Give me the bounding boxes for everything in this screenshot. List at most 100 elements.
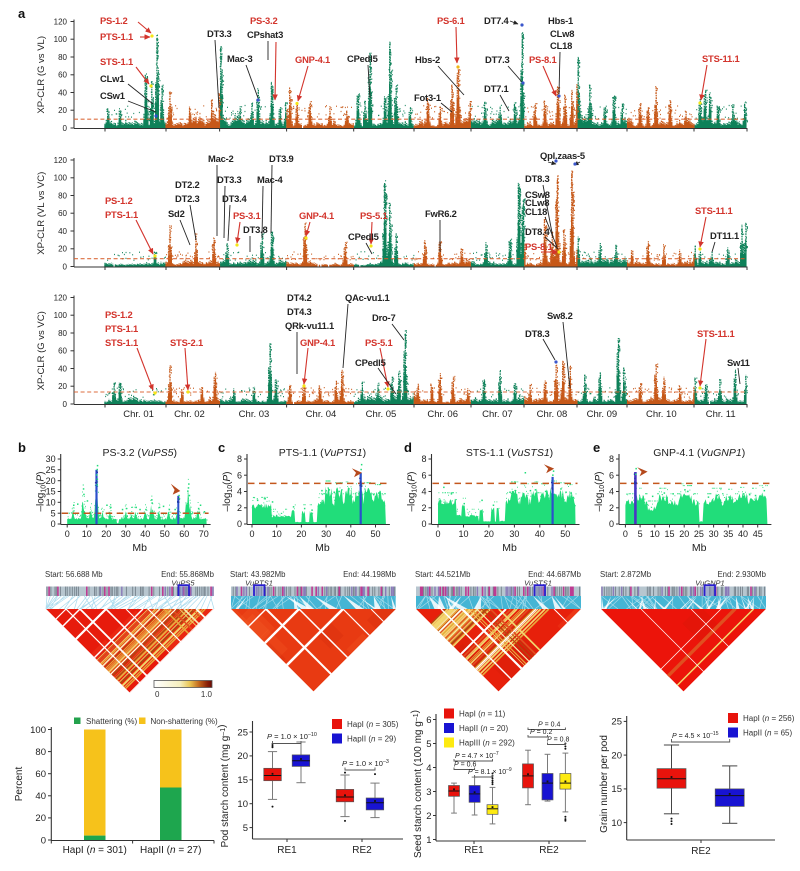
svg-text:70: 70 — [199, 529, 209, 539]
svg-text:STS-2.1: STS-2.1 — [170, 337, 203, 348]
svg-text:20: 20 — [46, 476, 56, 486]
svg-text:DT3.8: DT3.8 — [243, 224, 268, 235]
svg-text:STS-11.1: STS-11.1 — [695, 205, 732, 216]
svg-text:XP-CLR (VL vs VC): XP-CLR (VL vs VC) — [36, 172, 47, 255]
svg-text:P = 0.2: P = 0.2 — [530, 729, 552, 736]
svg-text:PS-1.2: PS-1.2 — [100, 15, 127, 26]
svg-text:STS-11.1: STS-11.1 — [697, 328, 734, 339]
svg-text:0: 0 — [421, 519, 426, 529]
svg-text:10: 10 — [650, 529, 660, 539]
svg-text:15: 15 — [237, 775, 248, 786]
svg-text:Fot3-1: Fot3-1 — [414, 92, 441, 103]
svg-text:60: 60 — [58, 209, 67, 218]
svg-text:6: 6 — [609, 470, 614, 480]
svg-text:Chr. 02: Chr. 02 — [174, 409, 205, 420]
svg-text:20: 20 — [35, 813, 46, 824]
svg-text:HapI (n = 301): HapI (n = 301) — [63, 845, 127, 856]
svg-text:STS-1.1: STS-1.1 — [100, 56, 133, 67]
svg-text:PS-3.2 (VuPS5): PS-3.2 (VuPS5) — [102, 447, 177, 459]
svg-text:100: 100 — [54, 311, 68, 320]
svg-text:P = 1.0 × 10–10: P = 1.0 × 10–10 — [267, 732, 317, 741]
svg-text:Mb: Mb — [502, 542, 517, 554]
svg-text:XP-CLR (G vs VC): XP-CLR (G vs VC) — [36, 311, 47, 390]
svg-text:10: 10 — [237, 799, 248, 810]
svg-text:10: 10 — [272, 529, 282, 539]
svg-text:2: 2 — [609, 503, 614, 513]
svg-text:DT2.2: DT2.2 — [175, 179, 200, 190]
svg-text:0: 0 — [237, 519, 242, 529]
svg-text:4: 4 — [421, 487, 426, 497]
svg-text:Mb: Mb — [132, 542, 147, 554]
svg-text:15: 15 — [664, 529, 674, 539]
svg-text:20: 20 — [679, 529, 689, 539]
svg-text:RE1: RE1 — [464, 845, 484, 856]
svg-text:DT7.3: DT7.3 — [485, 54, 510, 65]
svg-text:DT4.2: DT4.2 — [287, 292, 312, 303]
svg-text:CPedl5: CPedl5 — [355, 357, 386, 368]
svg-text:0: 0 — [41, 835, 46, 846]
svg-text:30: 30 — [709, 529, 719, 539]
svg-text:d: d — [404, 440, 412, 455]
svg-text:End: 55.868Mb: End: 55.868Mb — [161, 570, 215, 579]
svg-text:CLw8: CLw8 — [550, 28, 574, 39]
svg-text:STS-1.1: STS-1.1 — [105, 337, 138, 348]
svg-text:Mac-4: Mac-4 — [257, 174, 284, 185]
svg-text:DT3.3: DT3.3 — [217, 174, 242, 185]
svg-text:–log10(P): –log10(P) — [36, 471, 48, 511]
svg-text:HapII (n = 65): HapII (n = 65) — [743, 729, 792, 738]
svg-text:CL18: CL18 — [525, 206, 547, 217]
svg-text:3: 3 — [426, 787, 431, 798]
svg-text:PTS-1.1: PTS-1.1 — [105, 209, 138, 220]
svg-text:40: 40 — [346, 529, 356, 539]
svg-text:20: 20 — [58, 106, 67, 115]
svg-text:DT2.3: DT2.3 — [175, 193, 200, 204]
svg-text:20: 20 — [296, 529, 306, 539]
svg-text:DT7.4: DT7.4 — [484, 15, 510, 26]
svg-text:VuPTS1: VuPTS1 — [245, 579, 273, 588]
svg-text:Chr. 07: Chr. 07 — [482, 409, 513, 420]
svg-text:10: 10 — [611, 818, 622, 829]
svg-text:FwR6.2: FwR6.2 — [425, 208, 457, 219]
svg-text:HapII (n = 29): HapII (n = 29) — [347, 735, 396, 744]
svg-text:4: 4 — [237, 487, 242, 497]
svg-text:Chr. 06: Chr. 06 — [427, 409, 458, 420]
svg-text:20: 20 — [58, 245, 67, 254]
svg-text:30: 30 — [509, 529, 519, 539]
svg-text:0: 0 — [435, 529, 440, 539]
svg-text:e: e — [593, 440, 600, 455]
svg-text:45: 45 — [753, 529, 763, 539]
svg-text:RE2: RE2 — [539, 845, 559, 856]
svg-text:PS-8.1: PS-8.1 — [525, 241, 552, 252]
svg-text:100: 100 — [30, 725, 46, 736]
svg-text:25: 25 — [611, 717, 622, 728]
svg-text:Percent: Percent — [14, 767, 25, 802]
svg-text:50: 50 — [370, 529, 380, 539]
svg-text:Chr. 09: Chr. 09 — [587, 409, 618, 420]
svg-text:Pod starch content (mg g–1): Pod starch content (mg g–1) — [217, 725, 231, 848]
svg-text:Chr. 11: Chr. 11 — [706, 409, 736, 420]
svg-text:RE2: RE2 — [691, 846, 711, 857]
svg-text:PS-1.2: PS-1.2 — [105, 195, 132, 206]
svg-text:Chr. 03: Chr. 03 — [239, 409, 270, 420]
svg-text:30: 30 — [121, 529, 131, 539]
svg-text:VuSTS1: VuSTS1 — [524, 579, 552, 588]
svg-text:2: 2 — [237, 503, 242, 513]
svg-text:60: 60 — [179, 529, 189, 539]
svg-text:20: 20 — [237, 751, 248, 762]
svg-text:PTS-1.1: PTS-1.1 — [100, 31, 133, 42]
svg-text:VuPS5: VuPS5 — [171, 579, 195, 588]
svg-text:DT3.3: DT3.3 — [207, 28, 232, 39]
svg-text:25: 25 — [237, 727, 248, 738]
svg-text:DT3.4: DT3.4 — [222, 193, 248, 204]
svg-text:P = 1.0 × 10–3: P = 1.0 × 10–3 — [342, 759, 389, 768]
svg-text:DT11.1: DT11.1 — [710, 230, 739, 241]
svg-text:QAc-vu1.1: QAc-vu1.1 — [345, 292, 390, 303]
svg-text:Non-shattering (%): Non-shattering (%) — [151, 717, 218, 726]
svg-text:40: 40 — [58, 88, 67, 97]
svg-text:15: 15 — [611, 784, 622, 795]
svg-text:Dro-7: Dro-7 — [372, 312, 395, 323]
svg-text:25: 25 — [46, 465, 56, 475]
svg-text:HapII (n = 20): HapII (n = 20) — [459, 724, 508, 733]
svg-text:2: 2 — [421, 503, 426, 513]
svg-text:End: 2.930Mb: End: 2.930Mb — [717, 570, 766, 579]
